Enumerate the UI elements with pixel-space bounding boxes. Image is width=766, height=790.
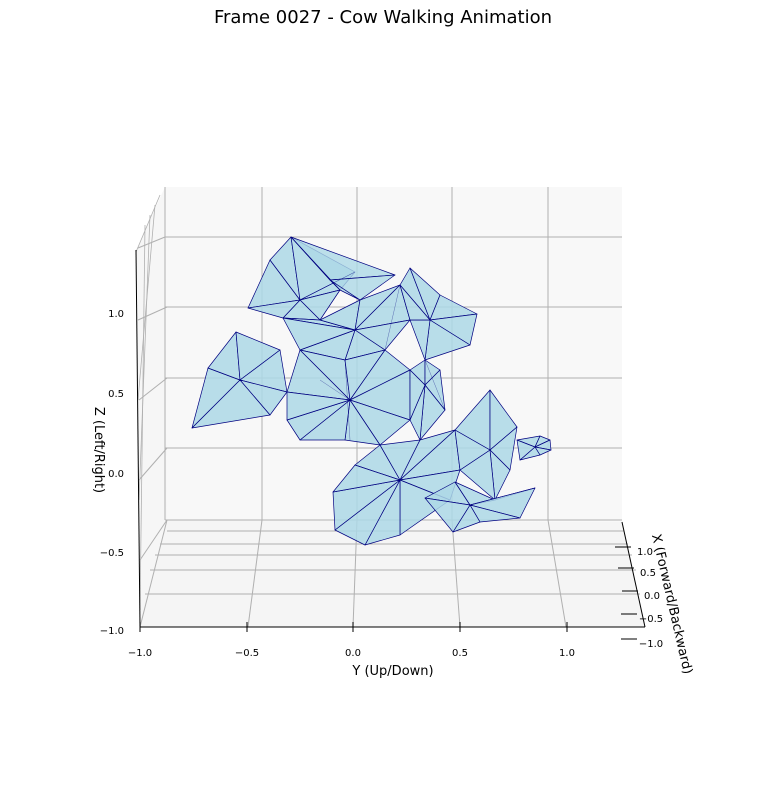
mesh-edge [344, 359, 351, 441]
z-axis-label: Z (Left/Right) [91, 407, 106, 493]
x-axis-line [621, 521, 646, 628]
x-tick-label: 0.5 [640, 568, 656, 579]
mesh-edge [319, 379, 351, 401]
axis-lines [135, 249, 646, 628]
mesh-edge [424, 359, 446, 411]
z-tick-label: 0.0 [108, 469, 124, 480]
mesh-face [409, 369, 426, 421]
z-axis-line [135, 249, 141, 628]
grid-line [139, 519, 168, 628]
y-tick-label: 1.0 [559, 648, 575, 659]
mesh-edge [319, 289, 341, 321]
x-tick-label: 1.0 [637, 547, 653, 558]
mesh-face [424, 497, 471, 533]
mesh-edge [384, 284, 401, 351]
y-tick-label: 0.5 [452, 648, 468, 659]
mesh-face [191, 379, 271, 429]
chart-title: Frame 0027 - Cow Walking Animation [213, 7, 552, 28]
grid-line [247, 519, 263, 628]
mesh-face [290, 236, 341, 291]
y-axis-label: Y (Up/Down) [351, 664, 433, 679]
grid-line [139, 519, 168, 561]
grid-line [451, 519, 461, 628]
grid-line [135, 194, 161, 253]
mesh-edge [354, 464, 401, 481]
mesh-face [399, 284, 431, 321]
z-tick-label: −0.5 [100, 548, 124, 559]
z-tick-label: 0.5 [108, 389, 124, 400]
z-tick-label: −1.0 [100, 626, 124, 637]
grid-line [138, 377, 168, 401]
grid-line [137, 306, 168, 321]
tick-labels: −1.0 −0.5 0.0 0.5 1.0 −1.0 −0.5 0.0 0.5 1.0 −1.0 −0… [100, 309, 663, 659]
grid-line [138, 214, 151, 501]
cow-mesh [191, 236, 552, 546]
grid-line [138, 447, 168, 481]
mesh-face [516, 439, 536, 461]
mesh-face [282, 317, 356, 351]
mesh-edge [399, 429, 456, 481]
mesh-face [286, 391, 351, 421]
y-tick-label: −1.0 [128, 648, 152, 659]
mesh-face [247, 299, 301, 319]
y-tick-label: −0.5 [235, 648, 259, 659]
grid-line [139, 224, 146, 611]
y-tick-label: 0.0 [345, 648, 361, 659]
mesh-face [454, 429, 491, 471]
floor-pane [140, 520, 645, 627]
x-tick-label: −0.5 [639, 614, 663, 625]
grid-line [547, 519, 567, 628]
x-tick-label: 0.0 [644, 591, 660, 602]
x-axis-label: X (Forward/Backward) [648, 533, 695, 676]
mesh-edge [299, 271, 356, 301]
z-tick-label: 1.0 [108, 309, 124, 320]
mesh-edge [469, 487, 536, 506]
x-tick-label: −1.0 [639, 639, 663, 650]
mesh-edge [489, 426, 518, 451]
